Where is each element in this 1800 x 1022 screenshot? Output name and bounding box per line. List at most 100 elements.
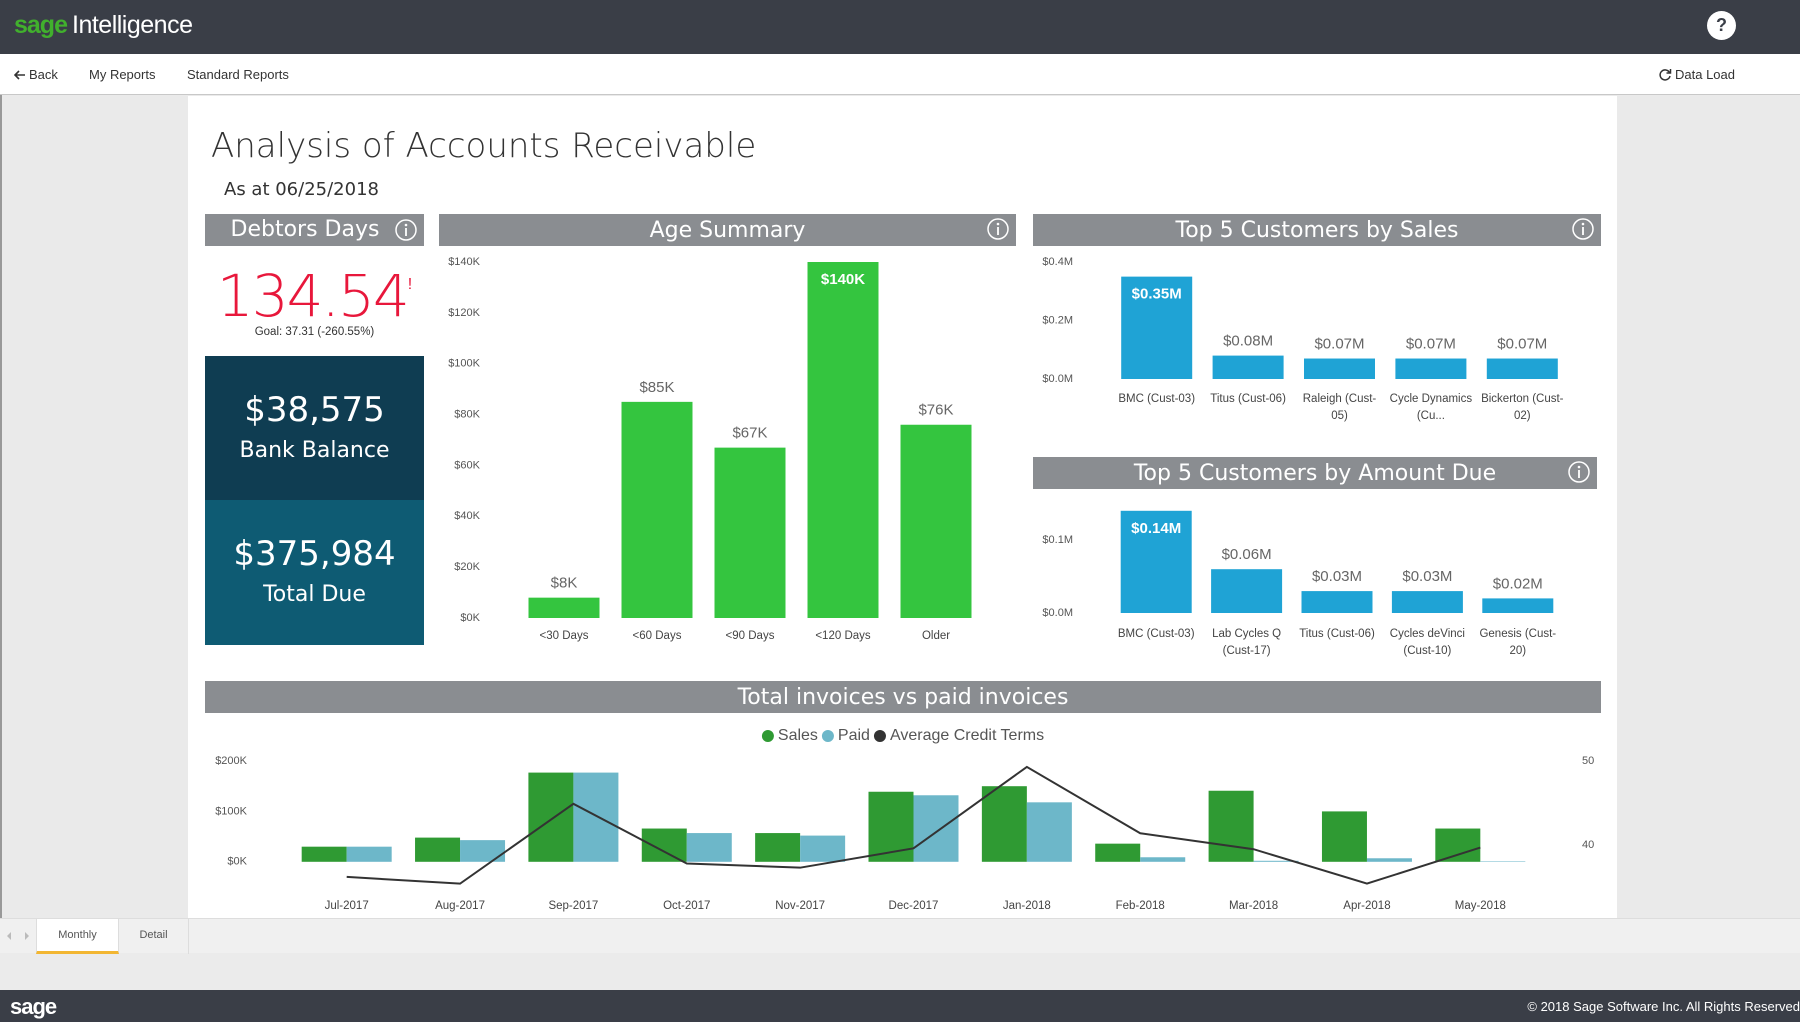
footer-brand: sage [10, 994, 57, 1019]
x-tick-label: <90 Days [725, 630, 775, 642]
category-label-box: Mar-2018 [1228, 900, 1279, 912]
category-label-box: Titus (Cust-06) [1299, 628, 1375, 640]
x-tick-label: Jan-2018 [1002, 900, 1051, 912]
info-icon[interactable] [987, 218, 1009, 240]
bar [1120, 510, 1192, 613]
tab-detail[interactable]: Detail [119, 919, 189, 954]
info-icon-dot [996, 222, 1000, 226]
total-due-label: Total Due [263, 582, 366, 607]
legend-label: Average Credit Terms [890, 727, 1044, 744]
bar [1482, 598, 1554, 613]
bar [301, 846, 347, 862]
standard-reports-link[interactable]: Standard Reports [187, 67, 289, 82]
report-title: Analysis of Accounts Receivable [211, 126, 757, 166]
back-link[interactable]: Back [29, 67, 58, 82]
data-label: $0.35M [1132, 286, 1182, 303]
chart-title: Total invoices vs paid invoices [737, 685, 1069, 710]
bar [755, 833, 801, 862]
category-label-box: Feb-2018 [1115, 900, 1165, 912]
y-tick-label: 40 [1582, 839, 1594, 851]
data-label: $0.03M [1312, 568, 1362, 585]
category-label-box: May-2018 [1455, 900, 1506, 912]
chart-title: Age Summary [650, 218, 806, 243]
category-label-box: Raleigh (Cust-05) [1303, 393, 1377, 422]
bar [900, 424, 972, 618]
x-tick-label: Nov-2017 [775, 900, 826, 912]
x-tick-label: Titus (Cust-06) [1210, 393, 1286, 405]
x-tick-label: Feb-2018 [1115, 900, 1165, 912]
data-label: $0.06M [1222, 546, 1272, 563]
bar [1480, 861, 1526, 862]
debtors-days-kpi: 134.54! [205, 262, 424, 330]
brand: sage [14, 11, 68, 39]
bar [1211, 569, 1283, 613]
category-label-box: Genesis (Cust-20) [1479, 628, 1556, 657]
x-tick-label: Cycle Dynamics (Cu... [1389, 393, 1473, 422]
bank-balance-label: Bank Balance [239, 438, 390, 463]
data-label: $85K [639, 379, 674, 396]
bar [1301, 591, 1373, 613]
x-tick-label: Lab Cycles Q (Cust-17) [1212, 628, 1282, 657]
tab-bar: Monthly Detail [0, 918, 1800, 954]
info-icon[interactable] [1568, 461, 1590, 483]
chart-header [439, 214, 1016, 246]
bar [807, 262, 879, 618]
category-label-box: Jul-2017 [325, 900, 369, 912]
bank-balance-card: $38,575 Bank Balance [205, 356, 424, 500]
total-due-card: $375,984 Total Due [205, 500, 424, 645]
chart-title: Top 5 Customers by Sales [1175, 218, 1459, 243]
data-label: $0.14M [1131, 520, 1181, 537]
bar [1366, 858, 1412, 862]
y-tick-label: $0K [227, 856, 247, 868]
y-tick-label: $0.0M [1042, 373, 1073, 385]
debtors-days-title: Debtors Days [230, 217, 380, 242]
data-label: $0.02M [1493, 575, 1543, 592]
tab-monthly[interactable]: Monthly [36, 919, 119, 954]
nav-bar: Back My Reports Standard Reports Data Lo… [0, 54, 1800, 95]
data-label: $0.07M [1314, 335, 1364, 352]
category-label-box: Bickerton (Cust-02) [1481, 393, 1563, 422]
x-tick-label: <120 Days [815, 630, 871, 642]
category-label-box: Apr-2018 [1343, 900, 1390, 912]
back-arrow-icon [14, 70, 25, 80]
category-label-box: <120 Days [815, 630, 871, 642]
bar [913, 795, 959, 862]
copyright: © 2018 Sage Software Inc. All Rights Res… [1527, 999, 1800, 1014]
help-button[interactable]: ? [1707, 11, 1736, 40]
bar [1212, 355, 1284, 379]
report-subtitle: As at 06/25/2018 [224, 179, 379, 200]
info-icon[interactable] [1572, 218, 1594, 240]
debtors-days-flag: ! [407, 276, 413, 293]
category-label-box: Oct-2017 [663, 900, 710, 912]
bar [1095, 843, 1141, 862]
x-tick-label: <60 Days [632, 630, 682, 642]
y-tick-label: $80K [454, 408, 480, 420]
my-reports-link[interactable]: My Reports [89, 67, 156, 82]
data-load-button[interactable]: Data Load [1675, 67, 1735, 82]
info-icon-dot [1577, 465, 1581, 469]
footer: sage © 2018 Sage Software Inc. All Right… [0, 990, 1800, 1022]
y-tick-label: $0K [460, 612, 480, 624]
category-label-box: Older [921, 630, 951, 642]
tab-scroll-icon[interactable] [6, 931, 30, 941]
category-label-box: Nov-2017 [775, 900, 826, 912]
bar [1208, 790, 1254, 862]
data-label: $0.08M [1223, 333, 1273, 350]
total-due-value: $375,984 [233, 534, 396, 574]
y-tick-label: $0.0M [1042, 607, 1073, 619]
x-tick-label: Older [921, 630, 951, 642]
x-tick-label: Mar-2018 [1228, 900, 1279, 912]
x-tick-label: Titus (Cust-06) [1299, 628, 1375, 640]
category-label-box: Lab Cycles Q (Cust-17) [1212, 628, 1282, 657]
product-name: Intelligence [72, 11, 193, 39]
bar [686, 833, 732, 862]
y-tick-label: $120K [448, 307, 480, 319]
x-tick-label: BMC (Cust-03) [1118, 393, 1196, 405]
bar [1435, 828, 1481, 862]
y-tick-label: $140K [448, 256, 480, 268]
info-icon[interactable] [394, 218, 418, 242]
data-label: $0.03M [1402, 568, 1452, 585]
category-label-box: Sep-2017 [548, 900, 598, 912]
category-label-box: BMC (Cust-03) [1117, 628, 1195, 640]
x-tick-label: BMC (Cust-03) [1117, 628, 1195, 640]
